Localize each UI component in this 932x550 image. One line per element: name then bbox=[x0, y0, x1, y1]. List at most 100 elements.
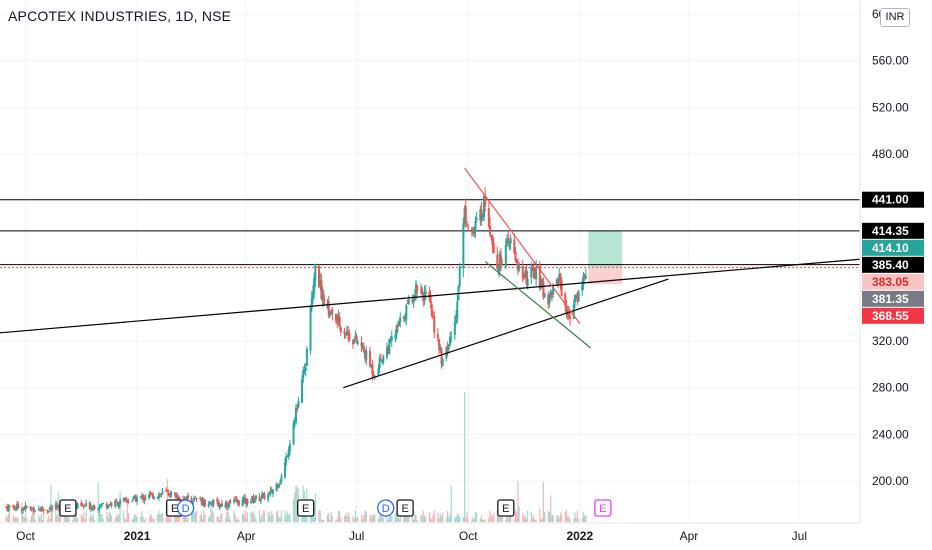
price-label: 385.40 bbox=[872, 258, 909, 272]
candle-body bbox=[453, 321, 456, 335]
x-tick-label: Jul bbox=[349, 529, 364, 543]
candle-body bbox=[97, 508, 100, 510]
candle-body bbox=[194, 498, 197, 500]
volume-bar bbox=[516, 512, 518, 522]
dividend-icon bbox=[176, 499, 195, 517]
volume-bar bbox=[525, 518, 528, 522]
candle-body bbox=[37, 508, 40, 510]
volume-bar bbox=[539, 508, 541, 522]
candle-body bbox=[415, 283, 418, 294]
candle-body bbox=[490, 234, 493, 237]
candle-body bbox=[142, 495, 145, 500]
candle-body bbox=[487, 208, 490, 227]
currency-badge[interactable]: INR bbox=[880, 8, 910, 27]
candle-body bbox=[22, 508, 25, 511]
volume-bar bbox=[437, 512, 439, 522]
volume-bar bbox=[500, 517, 502, 522]
volume-bar bbox=[433, 510, 435, 522]
volume-bar bbox=[165, 511, 167, 522]
volume-bar bbox=[279, 517, 281, 522]
candle-body bbox=[13, 508, 16, 510]
volume-bar bbox=[141, 511, 143, 522]
volume-bar bbox=[136, 516, 138, 522]
volume-bar bbox=[6, 517, 8, 522]
volume-bar bbox=[160, 513, 162, 522]
candle-body bbox=[176, 495, 179, 498]
volume-bar bbox=[175, 515, 177, 522]
volume-bar bbox=[490, 514, 492, 522]
volume-bar bbox=[151, 515, 153, 522]
volume-bar bbox=[514, 510, 517, 522]
volume-bar bbox=[40, 513, 42, 522]
volume-bar bbox=[235, 519, 238, 522]
volume-bar bbox=[513, 519, 515, 522]
candle-body bbox=[412, 299, 415, 301]
price-label-bg bbox=[862, 307, 924, 324]
volume-bar bbox=[496, 510, 498, 522]
volume-bar bbox=[476, 512, 478, 522]
candle-body bbox=[140, 495, 143, 497]
volume-bar bbox=[277, 510, 279, 522]
candle-body bbox=[548, 297, 551, 304]
volume-bar bbox=[527, 510, 529, 522]
volume-bar bbox=[585, 515, 587, 522]
earnings-icon bbox=[59, 499, 77, 517]
volume-bar bbox=[347, 511, 349, 522]
volume-bar bbox=[72, 519, 74, 522]
volume-bar bbox=[233, 510, 235, 522]
candle-body bbox=[296, 408, 299, 410]
volume-bar bbox=[356, 517, 358, 522]
candle-body bbox=[509, 237, 512, 244]
volume-bar bbox=[404, 513, 406, 522]
volume-bar bbox=[394, 513, 397, 522]
candle-body bbox=[405, 304, 408, 320]
volume-bar bbox=[474, 511, 477, 522]
volume-bar bbox=[101, 514, 103, 522]
candle-body bbox=[564, 293, 567, 306]
volume-bar bbox=[506, 514, 508, 522]
volume-bar bbox=[288, 515, 290, 522]
volume-bar bbox=[243, 514, 245, 522]
volume-bar bbox=[251, 512, 253, 522]
candle-body bbox=[473, 230, 476, 234]
volume-bar bbox=[467, 519, 469, 522]
candle-body bbox=[441, 358, 444, 366]
candle-body bbox=[552, 284, 555, 295]
volume-bar bbox=[473, 518, 475, 522]
candle-body bbox=[207, 504, 210, 507]
volume-bar bbox=[195, 510, 198, 522]
candle-body bbox=[411, 299, 414, 303]
volume-bar bbox=[261, 515, 263, 522]
volume-bar bbox=[463, 392, 466, 522]
candle-body bbox=[193, 498, 196, 502]
candle-body bbox=[433, 316, 436, 333]
candle-body bbox=[224, 502, 227, 508]
volume-bar bbox=[564, 511, 566, 522]
candle-body bbox=[497, 268, 500, 271]
volume-bar bbox=[254, 514, 256, 522]
candle-body bbox=[245, 498, 248, 505]
candle-body bbox=[288, 443, 291, 451]
x-tick-label: 2022 bbox=[566, 529, 593, 543]
x-tick-label: 2021 bbox=[124, 529, 151, 543]
volume-bar bbox=[305, 516, 307, 522]
volume-bar bbox=[488, 517, 490, 522]
candle-body bbox=[134, 495, 137, 502]
candle-body bbox=[310, 297, 313, 309]
x-tick-label: Jul bbox=[792, 529, 807, 543]
candle-body bbox=[338, 317, 341, 326]
candle-body bbox=[385, 347, 388, 358]
volume-bar bbox=[456, 513, 458, 522]
volume-bar bbox=[94, 519, 96, 522]
volume-bar bbox=[420, 514, 422, 522]
volume-bar bbox=[26, 517, 28, 522]
volume-bar bbox=[209, 516, 211, 522]
volume-bar bbox=[565, 510, 568, 522]
candle-body bbox=[541, 278, 544, 282]
candle-body bbox=[133, 495, 136, 498]
volume-bar bbox=[148, 517, 150, 522]
volume-bar bbox=[340, 517, 342, 522]
volume-bar bbox=[561, 515, 563, 522]
volume-bar bbox=[421, 515, 423, 522]
